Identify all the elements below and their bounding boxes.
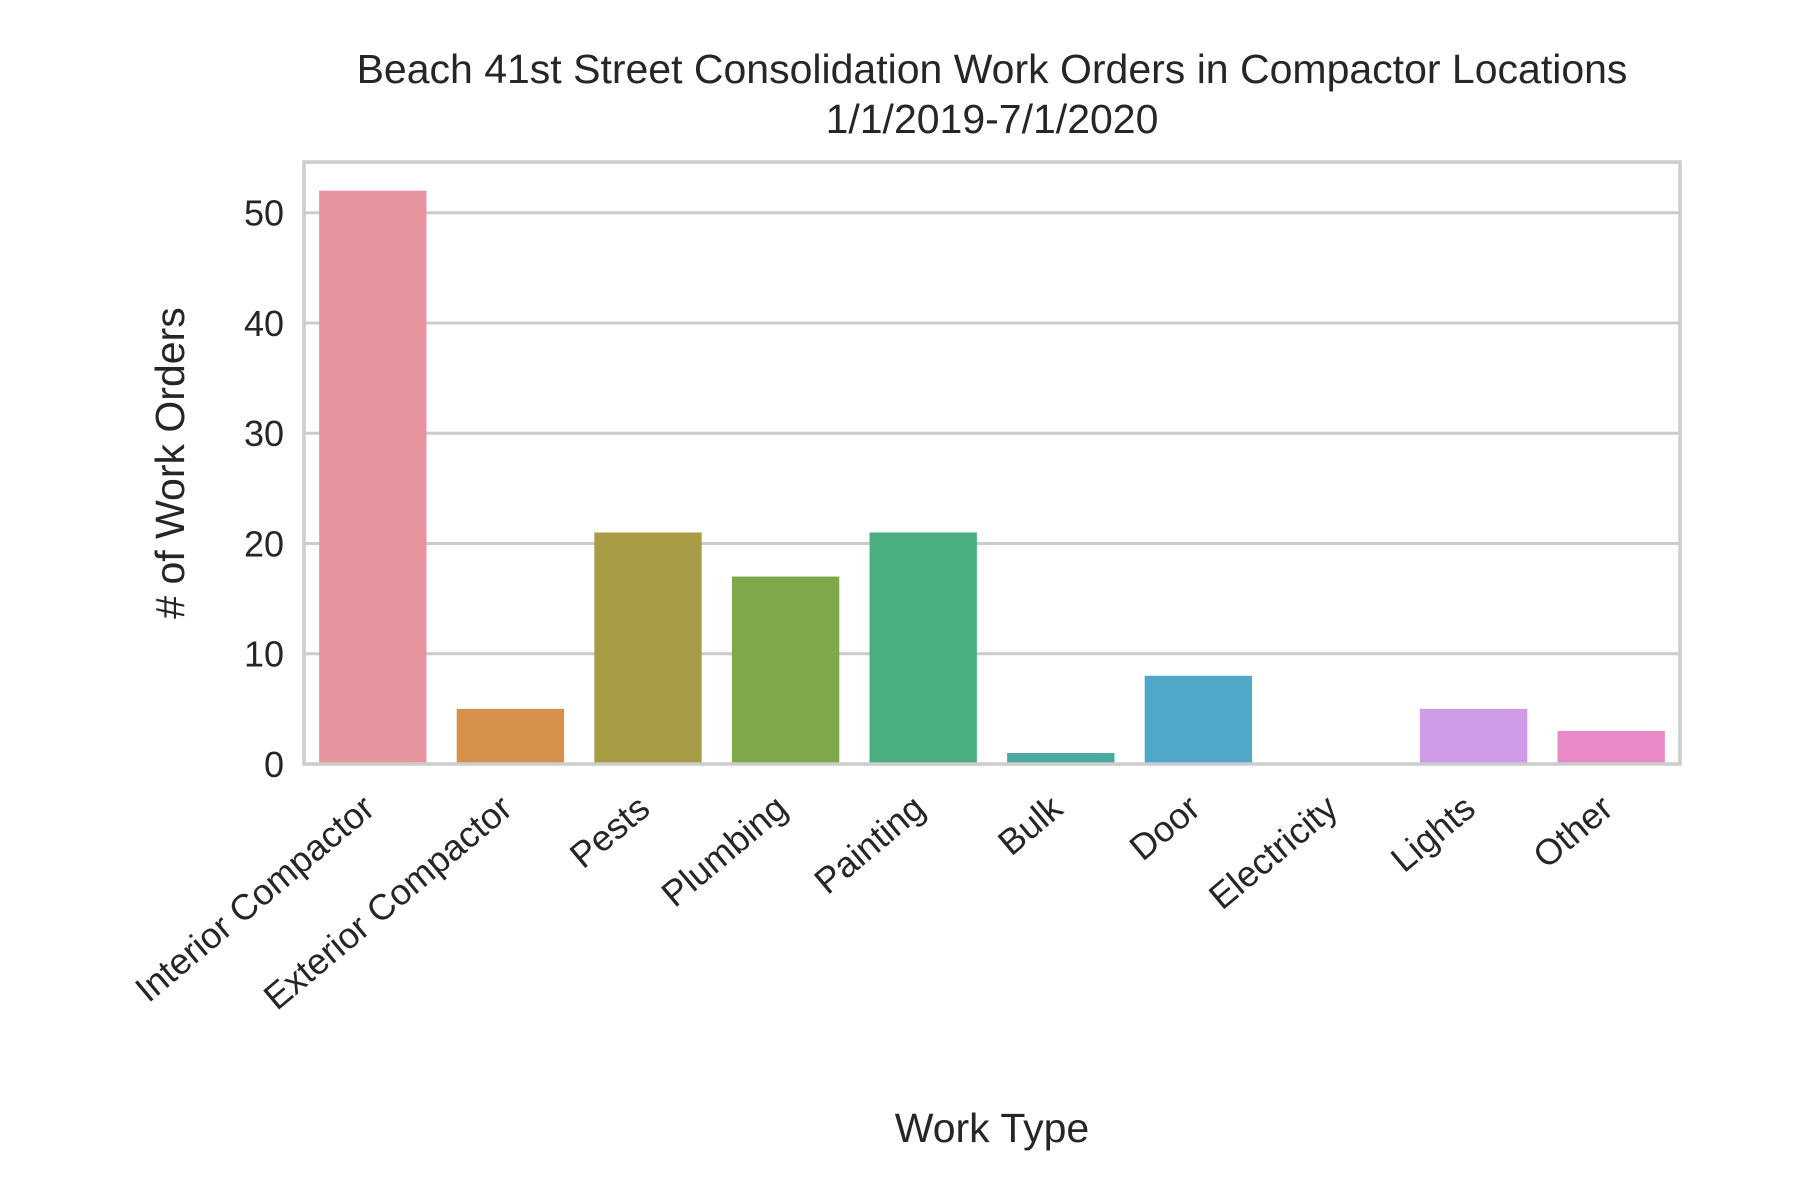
x-tick-label: Exterior Compactor: [256, 787, 520, 1018]
bar: [1007, 752, 1115, 764]
x-tick-label: Door: [1121, 787, 1207, 869]
bar: [319, 190, 427, 764]
y-tick-label: 20: [244, 523, 284, 564]
x-tick-label: Pests: [562, 787, 657, 876]
x-tick-label: Interior Compactor: [127, 787, 382, 1010]
plot-frame: [302, 160, 1682, 766]
bar: [731, 576, 840, 764]
bar: [1144, 675, 1253, 764]
x-tick-label: Bulk: [990, 786, 1071, 863]
bar: [1557, 730, 1665, 764]
y-tick-label: 40: [244, 303, 284, 344]
bar: [456, 708, 565, 764]
y-tick-label: 0: [264, 744, 284, 785]
x-tick-label: Plumbing: [653, 787, 794, 915]
x-tick-label: Lights: [1383, 787, 1483, 880]
y-axis-label: # of Work Orders: [147, 307, 193, 618]
y-tick-labels: 0 10 20 30 40 50: [244, 193, 284, 785]
x-tick-label: Painting: [806, 787, 932, 902]
x-tick-label: Other: [1525, 787, 1620, 876]
bar: [869, 532, 977, 764]
gridlines: [304, 211, 1680, 766]
x-tick-label: Electricity: [1201, 787, 1345, 917]
chart-title: Beach 41st Street Consolidation Work Ord…: [357, 46, 1628, 92]
bar: [594, 532, 702, 764]
chart-subtitle: 1/1/2019-7/1/2020: [826, 96, 1159, 142]
y-tick-label: 30: [244, 413, 284, 454]
bar: [1419, 708, 1528, 764]
y-tick-label: 50: [244, 193, 284, 234]
y-tick-label: 10: [244, 634, 284, 675]
x-axis-label: Work Type: [895, 1105, 1089, 1151]
bars: [319, 190, 1665, 764]
